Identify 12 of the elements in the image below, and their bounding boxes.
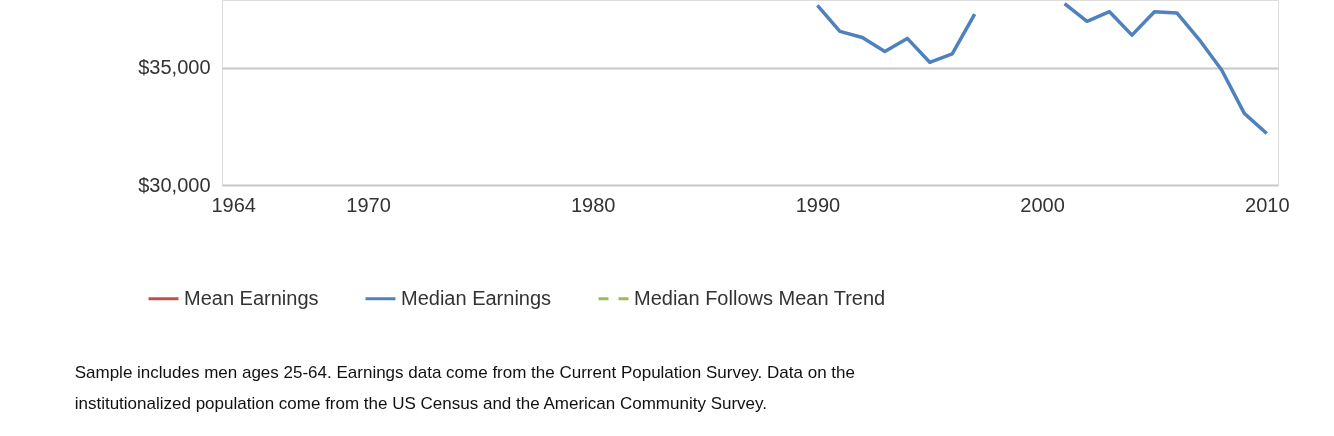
legend-label: Median Earnings: [401, 286, 552, 309]
legend-label: Median Follows Mean Trend: [634, 286, 886, 309]
x-tick-label: 1980: [570, 193, 616, 216]
y-tick-label: $35,000: [138, 56, 211, 79]
x-tick-label: 1990: [795, 193, 841, 216]
x-tick-label: 2010: [1245, 193, 1290, 216]
x-tick-label: 2000: [1020, 193, 1065, 216]
x-tick-label: 1970: [346, 193, 391, 216]
y-tick-label: $30,000: [138, 173, 211, 196]
legend-label: Mean Earnings: [184, 286, 319, 309]
text: Sample includes men ages 25-64. Earnings data come from the Current Population Survey. Data on the institutionalized population come from the US Census and the American Community Survey.: [74, 363, 855, 413]
x-tick-label: 1964: [211, 193, 256, 216]
